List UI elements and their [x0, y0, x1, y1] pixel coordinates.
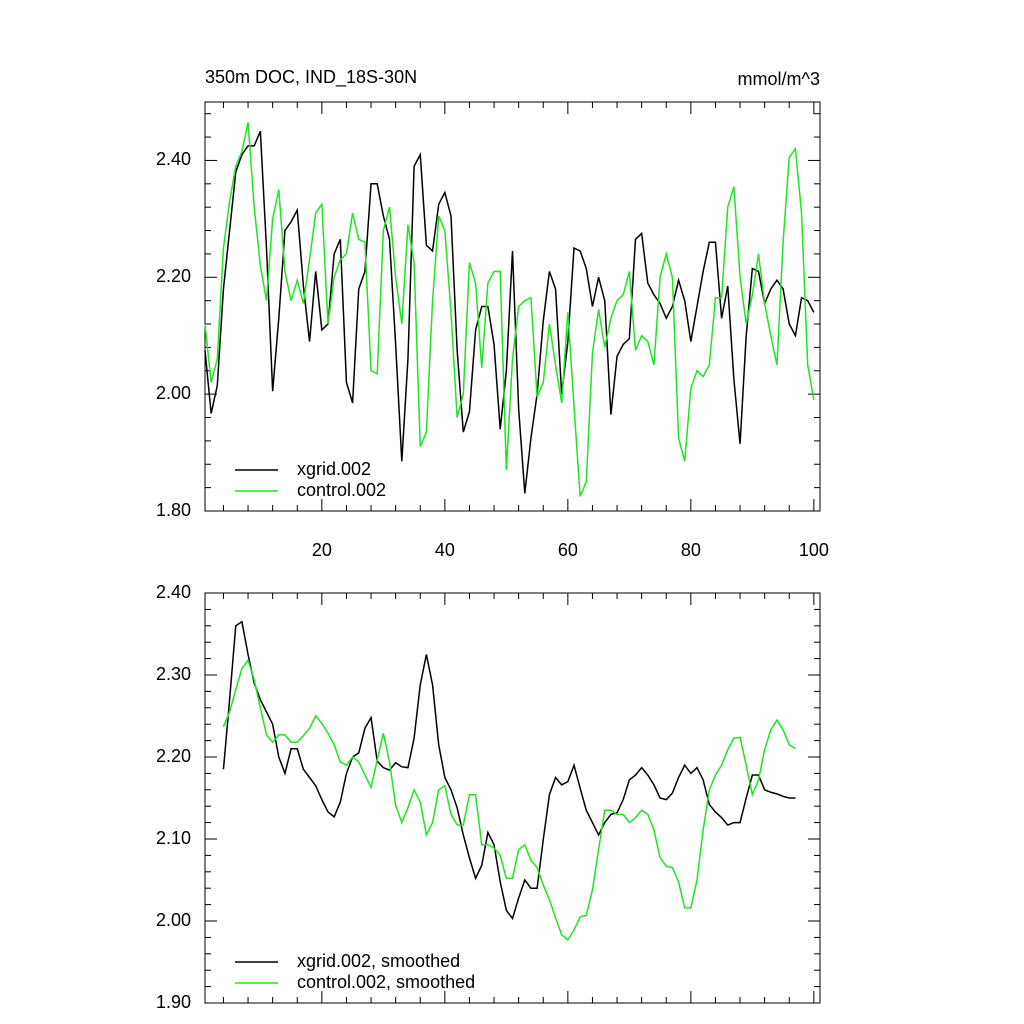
y-tick-label: 2.00 — [156, 383, 191, 403]
x-tick-label: 100 — [799, 540, 829, 560]
units-label: mmol/m^3 — [738, 69, 820, 89]
legend-label: xgrid.002, smoothed — [297, 951, 460, 971]
x-tick-label: 20 — [312, 540, 332, 560]
y-tick-label: 2.20 — [156, 266, 191, 286]
x-tick-label: 40 — [435, 540, 455, 560]
y-tick-label: 2.30 — [156, 664, 191, 684]
y-tick-label: 2.40 — [156, 149, 191, 169]
series-line — [204, 122, 815, 497]
y-tick-label: 2.00 — [156, 910, 191, 930]
legend-label: control.002 — [297, 480, 386, 500]
y-tick-label: 1.80 — [156, 500, 191, 520]
plot-frame — [204, 101, 821, 512]
x-tick-label: 80 — [681, 540, 701, 560]
y-tick-label: 2.40 — [156, 582, 191, 602]
series-line — [204, 130, 815, 494]
y-tick-label: 2.10 — [156, 828, 191, 848]
plot-frame — [204, 592, 821, 1004]
x-tick-label: 60 — [558, 540, 578, 560]
chart-title: 350m DOC, IND_18S-30N — [205, 67, 417, 88]
legend-label: xgrid.002 — [297, 459, 371, 479]
series-line — [222, 620, 796, 921]
y-tick-label: 2.20 — [156, 746, 191, 766]
series-line — [222, 658, 796, 941]
legend-label: control.002, smoothed — [297, 972, 475, 992]
y-tick-label: 1.90 — [156, 992, 191, 1012]
